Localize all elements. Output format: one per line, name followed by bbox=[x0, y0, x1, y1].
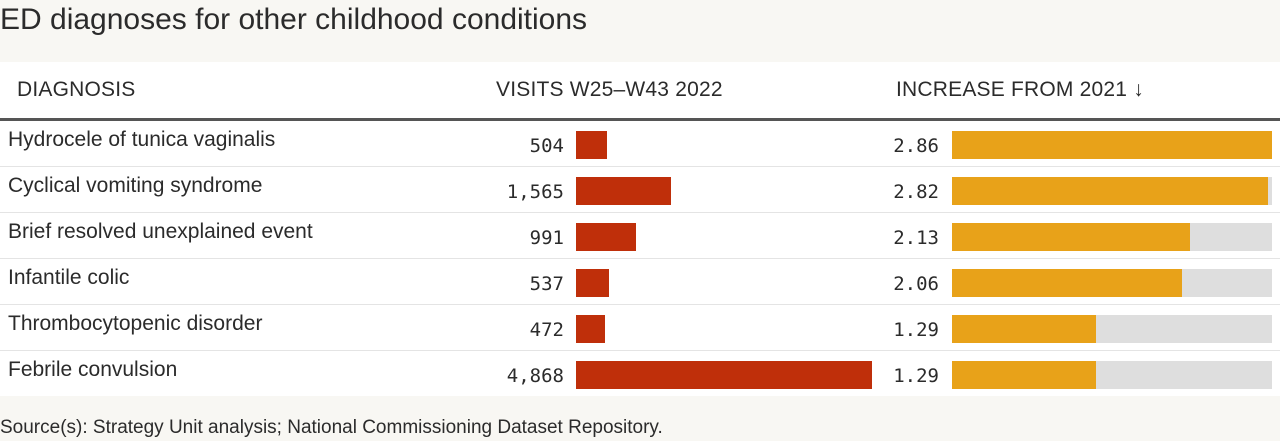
visits-bar bbox=[576, 269, 609, 297]
increase-bar bbox=[952, 269, 1182, 297]
visits-bar bbox=[576, 177, 671, 205]
column-header-diagnosis[interactable]: DIAGNOSIS bbox=[17, 78, 136, 101]
increase-bar bbox=[952, 177, 1268, 205]
table-row[interactable]: Brief resolved unexplained event 991 2.13 bbox=[0, 213, 1280, 259]
increase-bar bbox=[952, 315, 1096, 343]
visits-value: 472 bbox=[529, 319, 564, 341]
table-row[interactable]: Febrile convulsion 4,868 1.29 bbox=[0, 351, 1280, 397]
diagnosis-label: Thrombocytopenic disorder bbox=[8, 312, 263, 335]
diagnoses-table: DIAGNOSIS VISITS W25–W43 2022 INCREASE F… bbox=[0, 62, 1280, 396]
increase-bar bbox=[952, 361, 1096, 389]
increase-value: 1.29 bbox=[893, 319, 939, 341]
header-divider bbox=[0, 118, 1280, 121]
diagnosis-label: Hydrocele of tunica vaginalis bbox=[8, 128, 276, 151]
visits-value: 991 bbox=[529, 227, 564, 249]
diagnosis-label: Infantile colic bbox=[8, 266, 130, 289]
visits-bar bbox=[576, 315, 605, 343]
diagnosis-label: Febrile convulsion bbox=[8, 358, 178, 381]
column-header-increase[interactable]: INCREASE FROM 2021 ↓ bbox=[896, 78, 1144, 101]
table-row[interactable]: Hydrocele of tunica vaginalis 504 2.86 bbox=[0, 121, 1280, 167]
visits-bar bbox=[576, 131, 607, 159]
visits-bar bbox=[576, 361, 872, 389]
chart-title: ED diagnoses for other childhood conditi… bbox=[0, 3, 588, 36]
increase-value: 1.29 bbox=[893, 365, 939, 387]
increase-value: 2.86 bbox=[893, 135, 939, 157]
increase-value: 2.82 bbox=[893, 181, 939, 203]
diagnosis-label: Brief resolved unexplained event bbox=[8, 220, 313, 243]
diagnosis-label: Cyclical vomiting syndrome bbox=[8, 174, 263, 197]
column-header-visits[interactable]: VISITS W25–W43 2022 bbox=[496, 78, 723, 101]
increase-value: 2.13 bbox=[893, 227, 939, 249]
table-row[interactable]: Infantile colic 537 2.06 bbox=[0, 259, 1280, 305]
visits-bar bbox=[576, 223, 636, 251]
increase-bar bbox=[952, 223, 1190, 251]
source-note: Source(s): Strategy Unit analysis; Natio… bbox=[0, 417, 663, 438]
visits-value: 1,565 bbox=[506, 181, 564, 203]
table-row[interactable]: Thrombocytopenic disorder 472 1.29 bbox=[0, 305, 1280, 351]
increase-bar bbox=[952, 131, 1272, 159]
visits-value: 537 bbox=[529, 273, 564, 295]
increase-value: 2.06 bbox=[893, 273, 939, 295]
visits-value: 504 bbox=[529, 135, 564, 157]
visits-value: 4,868 bbox=[506, 365, 564, 387]
table-row[interactable]: Cyclical vomiting syndrome 1,565 2.82 bbox=[0, 167, 1280, 213]
